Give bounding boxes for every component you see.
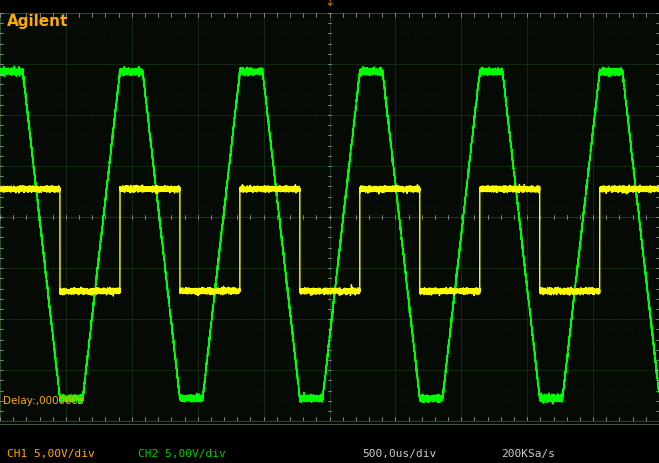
Text: 500,0us/div: 500,0us/div xyxy=(362,448,437,458)
Text: CH1 5,00V/div: CH1 5,00V/div xyxy=(7,448,94,458)
Text: 200KSa/s: 200KSa/s xyxy=(501,448,555,458)
Text: ↓: ↓ xyxy=(324,0,335,9)
Text: CH2 5,00V/div: CH2 5,00V/div xyxy=(138,448,226,458)
Text: Agilent: Agilent xyxy=(7,14,68,29)
Text: Delay:,000000s: Delay:,000000s xyxy=(3,395,84,405)
